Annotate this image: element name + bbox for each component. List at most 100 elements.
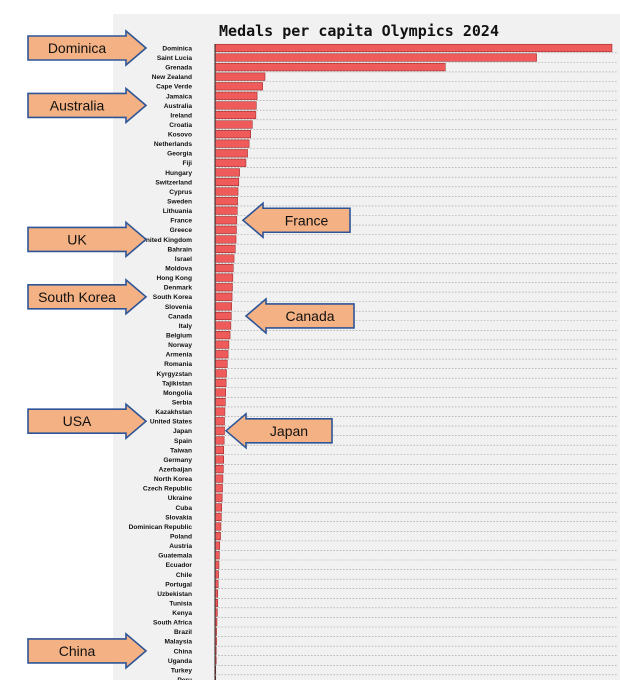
bar-mongolia	[214, 388, 226, 397]
bar-azerbaijan	[214, 465, 224, 474]
bar-cape-verde	[214, 82, 263, 91]
callout-label: Australia	[50, 97, 105, 113]
bar-fiji	[214, 158, 247, 167]
tick-label-peru: Peru	[177, 677, 192, 680]
tick-label-uganda: Uganda	[168, 658, 193, 665]
tick-label-turkey: Turkey	[171, 667, 192, 674]
callout-dominica: Dominica	[27, 29, 148, 67]
tick-label-south-korea: South Korea	[153, 294, 193, 301]
bar-hungary	[214, 168, 240, 177]
tick-label-brazil: Brazil	[174, 629, 192, 636]
tick-label-sweden: Sweden	[167, 199, 192, 206]
tick-label-italy: Italy	[179, 323, 193, 330]
bar-bahrain	[214, 244, 236, 254]
callout-arrow-shape	[27, 86, 148, 125]
bar-united-kingdom	[214, 235, 237, 244]
tick-label-malaysia: Malaysia	[165, 639, 193, 646]
bar-grenada	[214, 63, 446, 72]
bar-ukraine	[214, 493, 223, 502]
tick-label-canada: Canada	[168, 313, 192, 320]
tick-label-norway: Norway	[168, 342, 192, 349]
bar-chile	[214, 570, 219, 579]
bar-lithuania	[214, 206, 238, 215]
callout-label: Japan	[270, 423, 308, 439]
tick-label-united-kingdom: United Kingdom	[141, 237, 192, 244]
callout-arrows: Dominica Australia France UK South Korea Cana…	[27, 29, 355, 670]
bar-greece	[214, 225, 237, 234]
callout-china: China	[27, 632, 148, 670]
callout-arrow-shape	[27, 402, 148, 440]
tick-label-czech-republic: Czech Republic	[143, 486, 192, 493]
tick-label-kyrgyzstan: Kyrgyzstan	[156, 371, 192, 378]
tick-label-denmark: Denmark	[164, 285, 193, 292]
callout-australia: Australia	[27, 86, 148, 125]
tick-label-france: France	[170, 218, 192, 225]
tick-label-hungary: Hungary	[165, 170, 192, 177]
tick-label-moldova: Moldova	[165, 266, 192, 273]
tick-label-chile: Chile	[176, 572, 192, 579]
tick-label-south-africa: South Africa	[153, 620, 192, 627]
bar-belgium	[214, 331, 231, 340]
tick-label-slovakia: Slovakia	[165, 514, 192, 521]
callout-usa: USA	[27, 402, 148, 440]
bar-south-korea	[214, 292, 233, 301]
tick-label-kosovo: Kosovo	[168, 132, 192, 139]
bar-israel	[214, 254, 235, 263]
tick-label-fiji: Fiji	[182, 160, 192, 167]
tick-label-uzbekistan: Uzbekistan	[157, 591, 192, 598]
bar-france	[214, 216, 238, 225]
tick-label-japan: Japan	[173, 428, 192, 435]
bar-tajikistan	[214, 378, 227, 387]
tick-label-australia: Australia	[164, 103, 193, 110]
bar-croatia	[214, 120, 253, 129]
bar-czech-republic	[214, 484, 223, 493]
tick-label-kenya: Kenya	[172, 610, 192, 617]
bar-serbia	[214, 398, 226, 407]
bar-new-zealand	[214, 72, 266, 81]
bar-ireland	[214, 110, 257, 120]
tick-label-greece: Greece	[170, 227, 193, 234]
bar-romania	[214, 359, 228, 368]
callout-france: France	[241, 201, 351, 239]
bar-armenia	[214, 350, 229, 359]
tick-label-guatemala: Guatemala	[158, 553, 192, 560]
bar-jamaica	[214, 91, 258, 100]
bar-kosovo	[214, 130, 251, 139]
bar-united-states	[214, 417, 225, 426]
bar-slovenia	[214, 302, 232, 311]
bar-switzerland	[214, 177, 240, 187]
callout-uk: UK	[27, 220, 148, 259]
bar-netherlands	[214, 139, 250, 148]
tick-label-poland: Poland	[170, 533, 192, 540]
tick-label-ecuador: Ecuador	[166, 562, 193, 569]
tick-label-bahrain: Bahrain	[167, 246, 192, 253]
bar-dominican-republic	[214, 522, 222, 531]
callout-canada: Canada	[244, 297, 355, 335]
tick-label-slovenia: Slovenia	[165, 304, 192, 311]
bar-cyprus	[214, 187, 239, 196]
tick-label-ukraine: Ukraine	[168, 495, 193, 502]
bar-saint-lucia	[214, 53, 537, 62]
tick-label-belgium: Belgium	[166, 333, 192, 340]
bar-denmark	[214, 283, 233, 292]
bar-taiwan	[214, 445, 224, 454]
callout-arrow-shape	[27, 29, 148, 67]
tick-label-germany: Germany	[163, 457, 192, 464]
tick-label-austria: Austria	[169, 543, 192, 550]
tick-label-saint-lucia: Saint Lucia	[157, 55, 193, 62]
tick-label-tunisia: Tunisia	[169, 600, 192, 607]
callout-arrow-shape	[224, 412, 333, 450]
bar-slovakia	[214, 512, 222, 521]
country-tick-labels: Dominica Saint Lucia Grenada New Zealand Cap…	[129, 45, 193, 680]
bar-dominica	[214, 43, 613, 53]
bar-spain	[214, 436, 225, 445]
callout-label: Canada	[285, 308, 334, 324]
tick-label-new-zealand: New Zealand	[152, 74, 192, 81]
tick-label-cape-verde: Cape Verde	[156, 84, 192, 91]
bar-north-korea	[214, 474, 224, 483]
bar-hong-kong	[214, 273, 234, 282]
tick-label-ireland: Ireland	[170, 112, 192, 119]
tick-label-taiwan: Taiwan	[170, 447, 192, 454]
tick-label-spain: Spain	[174, 438, 192, 445]
